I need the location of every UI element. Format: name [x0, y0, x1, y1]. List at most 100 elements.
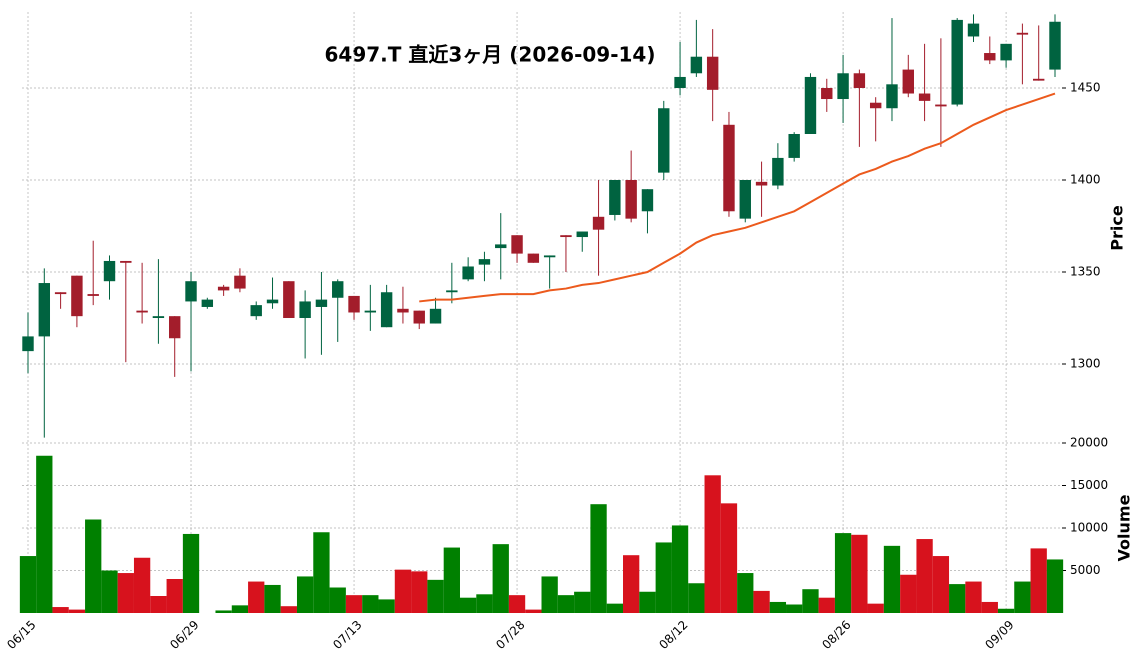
candle-body	[935, 104, 947, 107]
candle-body	[658, 108, 670, 173]
candle-body	[446, 290, 458, 293]
candle-body	[87, 294, 99, 296]
volume-bar	[378, 599, 395, 613]
candle-body	[511, 235, 523, 254]
volume-bar	[623, 555, 640, 613]
candle-body	[984, 53, 996, 61]
volume-bar	[345, 595, 363, 613]
volume-bar	[525, 609, 542, 613]
volume-bar	[280, 606, 297, 613]
candle-body	[380, 292, 393, 328]
candle-body	[739, 179, 751, 219]
candle-body	[527, 253, 540, 263]
candle-body	[560, 235, 572, 238]
volume-bar	[1014, 581, 1031, 613]
moving-average-line	[419, 92, 1056, 303]
candle-body	[788, 133, 800, 158]
volume-bar	[541, 576, 558, 613]
candle-body	[397, 308, 409, 313]
y-tick-label: 5000	[1070, 563, 1101, 577]
volume-bar	[231, 605, 249, 613]
candle-body	[217, 286, 230, 291]
volume-bar	[117, 573, 134, 613]
volume-bar	[557, 595, 575, 613]
volume-axis-label: Volume	[1115, 494, 1134, 561]
candle-body	[869, 102, 882, 109]
volume-bar	[329, 587, 346, 613]
candle-body	[772, 157, 784, 186]
volume-bar	[818, 597, 835, 613]
volume-bar	[753, 590, 770, 613]
candle-body	[837, 73, 849, 100]
volume-bar	[900, 574, 917, 613]
volume-bar	[932, 556, 950, 613]
candle-body	[266, 299, 279, 304]
y-tick-label: 1300	[1070, 357, 1101, 371]
price-axis-label: Price	[1108, 205, 1127, 251]
volume-bar	[427, 579, 444, 613]
candle-body	[755, 181, 768, 186]
volume-bar	[508, 595, 526, 613]
volume-bar	[737, 573, 754, 613]
candle-body	[674, 76, 686, 88]
volume-bar	[851, 534, 868, 613]
volume-bar	[362, 595, 379, 613]
candle-body	[201, 299, 214, 307]
volume-bar	[296, 576, 314, 613]
candle-body	[413, 310, 425, 324]
y-tick-label: 10000	[1070, 521, 1108, 535]
volume-bar	[182, 533, 200, 613]
x-tick-label: 08/26	[819, 618, 853, 652]
candle-body	[951, 19, 963, 105]
candle-body	[1032, 78, 1045, 81]
volume-bar	[313, 532, 330, 613]
volume-bar	[166, 579, 183, 613]
candle-body	[429, 308, 442, 324]
volume-bar	[981, 601, 998, 613]
volume-bar	[574, 591, 591, 613]
candle-body	[886, 84, 898, 109]
volume-bar	[883, 545, 901, 613]
candle-body	[495, 244, 507, 249]
candle-body	[592, 216, 605, 230]
candle-body	[821, 87, 833, 100]
candle-body	[641, 189, 654, 212]
y-tick-label: 1400	[1070, 172, 1101, 186]
volume-bar	[133, 557, 151, 613]
candle-body	[543, 255, 556, 258]
volume-bar	[769, 601, 787, 613]
volume-bar	[1030, 548, 1047, 613]
volume-bar	[443, 547, 460, 613]
candle-body	[169, 316, 181, 339]
volume-bar	[411, 571, 428, 613]
candle-body	[283, 281, 295, 319]
candle-body	[234, 275, 246, 289]
volume-bar	[36, 455, 53, 613]
candle-body	[478, 259, 491, 265]
volume-bar	[215, 610, 232, 613]
x-tick-label: 07/13	[330, 618, 364, 652]
volume-bar	[786, 604, 803, 613]
candle-body	[250, 305, 262, 317]
candle-body	[690, 56, 703, 74]
volume-bar	[394, 569, 412, 613]
candle-body	[103, 260, 116, 282]
volume-bar	[68, 609, 86, 613]
candle-body	[22, 336, 34, 352]
volume-bar	[949, 584, 966, 613]
candle-body	[967, 23, 980, 37]
volume-bar	[720, 503, 738, 613]
volume-bar	[19, 556, 37, 613]
volume-bar	[704, 475, 721, 613]
candle-body	[315, 299, 328, 307]
x-tick-label: 06/15	[4, 618, 38, 652]
volume-bar	[867, 603, 884, 613]
candle-body	[71, 275, 83, 317]
chart-title: 6497.T 直近3ヶ月 (2026-09-14)	[325, 43, 656, 67]
candle-body	[625, 179, 637, 219]
candle-body	[364, 310, 377, 313]
y-tick-label: 1450	[1070, 80, 1101, 94]
candle-body	[1000, 43, 1012, 61]
volume-bar	[52, 607, 69, 613]
